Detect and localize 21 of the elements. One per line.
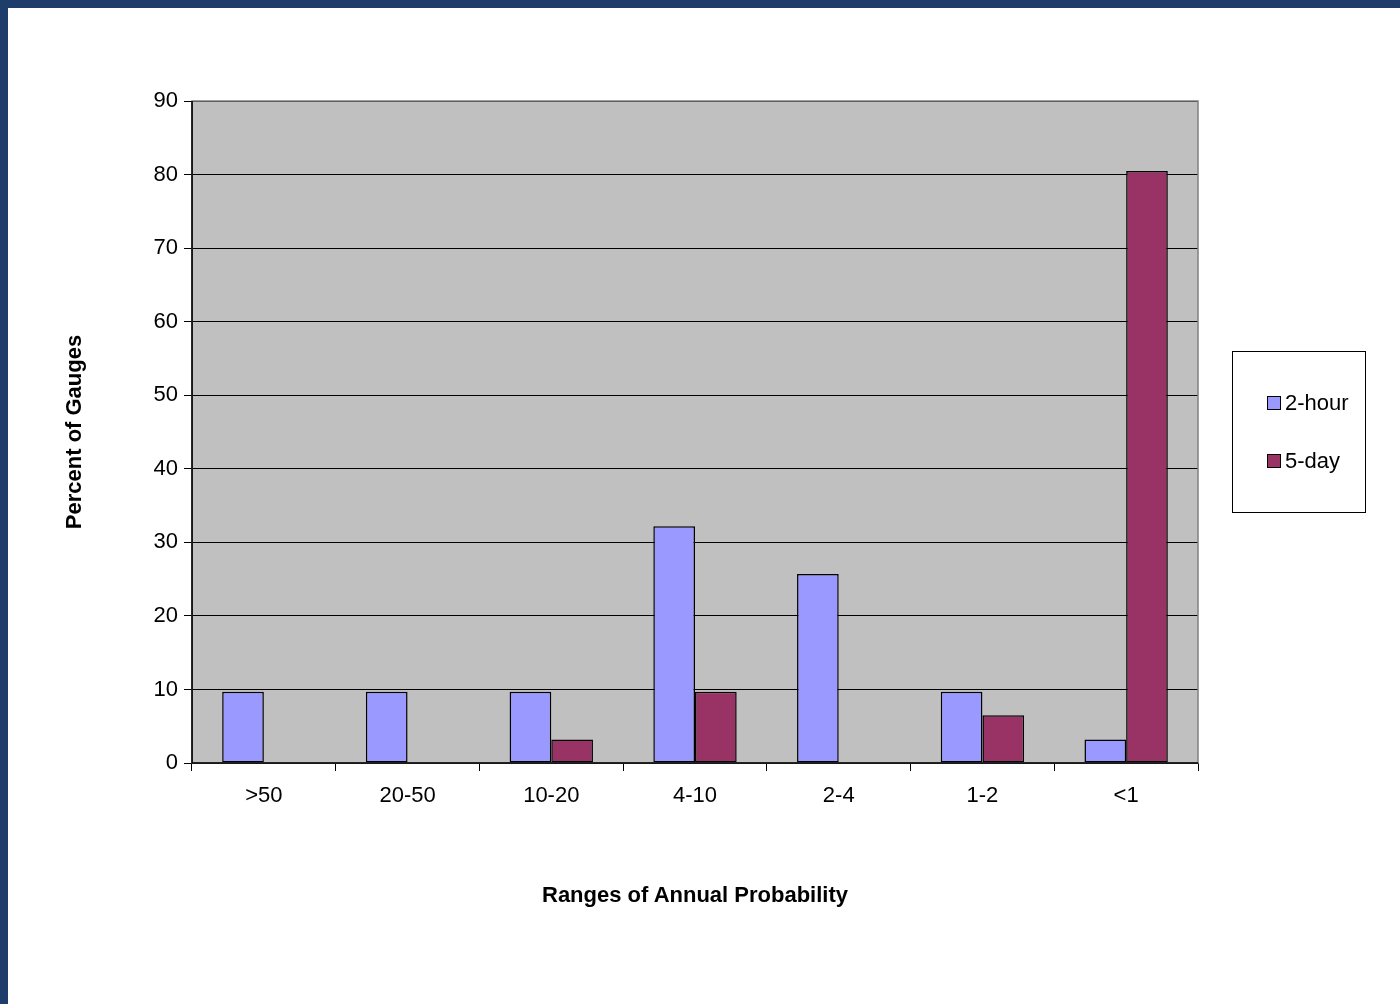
y-tick-label: 40	[153, 454, 178, 480]
y-tick-label: 10	[153, 675, 178, 701]
x-tick-label: 20-50	[379, 782, 436, 808]
x-axis-title: Ranges of Annual Probability	[542, 881, 849, 907]
x-tick-label: 1-2	[966, 782, 999, 808]
y-tick-label: 80	[153, 160, 178, 186]
legend-label: 5-day	[1285, 448, 1341, 474]
x-tick-label: 2-4	[822, 782, 855, 808]
x-tick-label: 4-10	[672, 782, 718, 808]
x-tick-label: 10-20	[523, 782, 580, 808]
x-tick-label: <1	[1113, 782, 1139, 808]
y-tick-label: 30	[153, 528, 178, 554]
y-tick-label: 50	[153, 381, 178, 407]
y-tick-label: 90	[153, 87, 178, 113]
y-tick-label: 60	[153, 307, 178, 333]
y-tick-label: 0	[165, 749, 178, 775]
x-tick-label: >50	[245, 782, 283, 808]
y-tick-label: 70	[153, 234, 178, 260]
legend-label: 2-hour	[1285, 390, 1349, 416]
y-tick-label: 20	[153, 601, 178, 627]
y-axis-title: Percent of Gauges	[61, 334, 87, 530]
